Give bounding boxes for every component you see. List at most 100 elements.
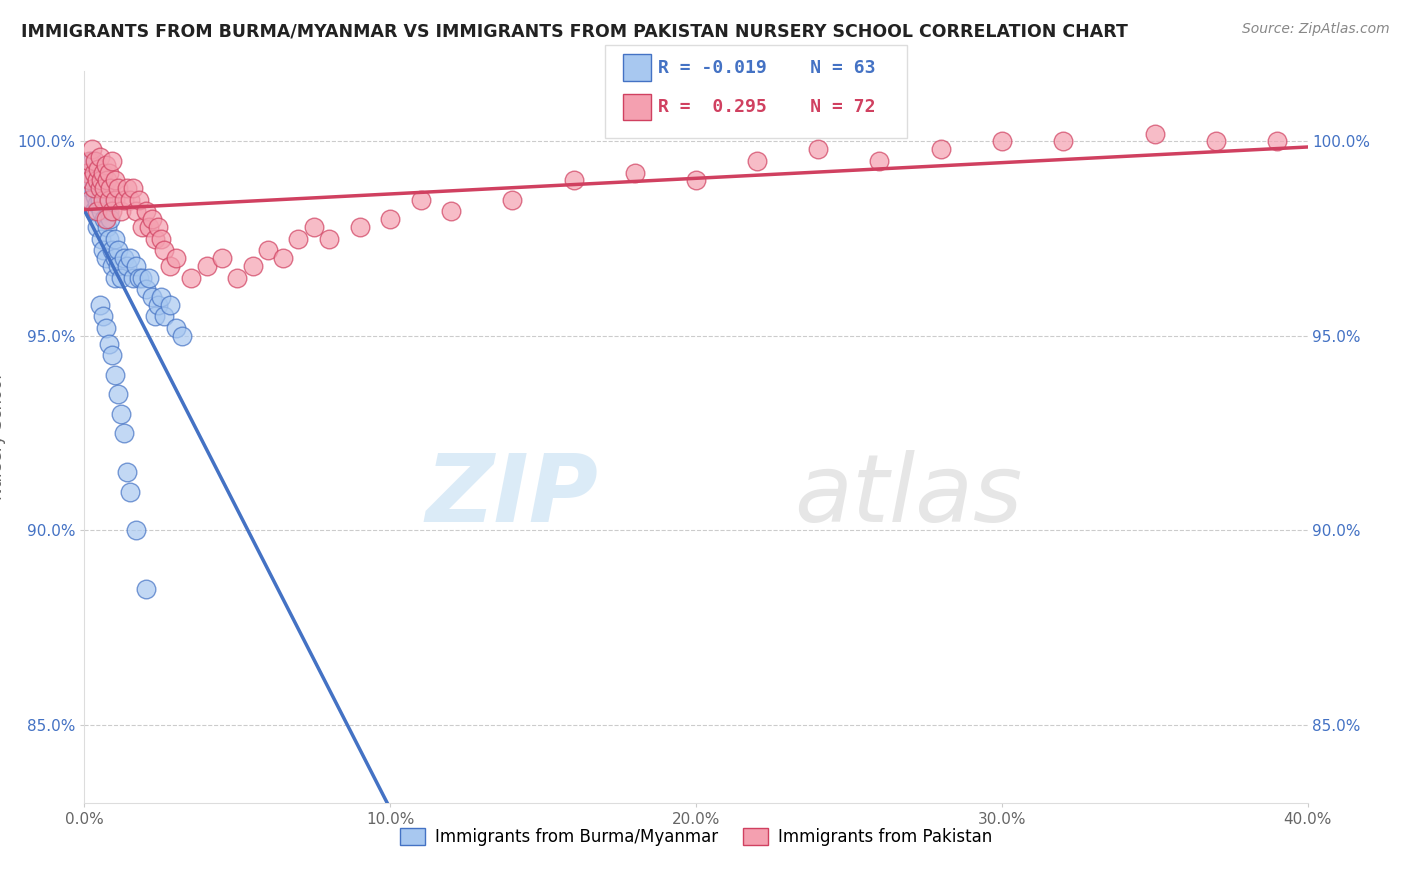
Point <box>89 173 111 187</box>
Point <box>76 165 98 179</box>
Point <box>287 232 309 246</box>
Point <box>120 193 142 207</box>
Point <box>91 165 114 179</box>
Point <box>120 484 142 499</box>
Point <box>159 298 181 312</box>
Point <box>131 219 153 234</box>
Point <box>112 251 135 265</box>
Point <box>1205 135 1227 149</box>
Point <box>195 259 218 273</box>
Point <box>107 259 129 273</box>
Point <box>93 212 115 227</box>
Point <box>110 204 132 219</box>
Point <box>562 173 585 187</box>
Point <box>122 181 145 195</box>
Point <box>101 348 124 362</box>
Point <box>115 465 138 479</box>
Point <box>135 204 157 219</box>
Point <box>83 204 105 219</box>
Point <box>77 173 100 187</box>
Point <box>135 282 157 296</box>
Point <box>131 270 153 285</box>
Point <box>107 181 129 195</box>
Point <box>104 368 127 382</box>
Point <box>98 181 121 195</box>
Point <box>409 193 432 207</box>
Point <box>101 244 124 258</box>
Point <box>94 321 117 335</box>
Y-axis label: Nursery School: Nursery School <box>0 374 6 500</box>
Point <box>143 310 166 324</box>
Point <box>180 270 202 285</box>
Point <box>79 173 101 187</box>
Point <box>86 196 108 211</box>
Point <box>86 204 108 219</box>
Text: IMMIGRANTS FROM BURMA/MYANMAR VS IMMIGRANTS FROM PAKISTAN NURSERY SCHOOL CORRELA: IMMIGRANTS FROM BURMA/MYANMAR VS IMMIGRA… <box>21 22 1128 40</box>
Point <box>84 189 107 203</box>
Point <box>94 251 117 265</box>
Legend: Immigrants from Burma/Myanmar, Immigrants from Pakistan: Immigrants from Burma/Myanmar, Immigrant… <box>394 822 998 853</box>
Point <box>89 298 111 312</box>
Point <box>93 181 115 195</box>
Point <box>149 290 172 304</box>
Point <box>128 270 150 285</box>
Point <box>79 193 101 207</box>
Text: atlas: atlas <box>794 450 1022 541</box>
Point <box>107 244 129 258</box>
Point <box>104 251 127 265</box>
Point <box>83 173 105 187</box>
Point <box>96 173 118 187</box>
Point <box>125 204 148 219</box>
Point <box>87 177 110 191</box>
Point <box>141 290 163 304</box>
Text: ZIP: ZIP <box>425 450 598 541</box>
Point <box>146 298 169 312</box>
Point <box>104 193 127 207</box>
Point <box>302 219 325 234</box>
Point <box>94 193 117 207</box>
Point <box>440 204 463 219</box>
Point <box>80 153 103 168</box>
Point <box>110 407 132 421</box>
Point <box>869 153 891 168</box>
Point <box>1143 127 1166 141</box>
Point <box>104 232 127 246</box>
Point <box>153 244 176 258</box>
Point <box>257 244 280 258</box>
Point <box>84 153 107 168</box>
Point <box>87 161 110 176</box>
Point <box>271 251 294 265</box>
Text: Source: ZipAtlas.com: Source: ZipAtlas.com <box>1241 22 1389 37</box>
Point <box>86 173 108 187</box>
Point <box>84 169 107 184</box>
Point <box>138 270 160 285</box>
Point <box>226 270 249 285</box>
Point <box>502 193 524 207</box>
Point <box>80 142 103 156</box>
Text: R = -0.019    N = 63: R = -0.019 N = 63 <box>658 59 876 77</box>
Point <box>97 165 120 179</box>
Point <box>929 142 952 156</box>
Point <box>747 153 769 168</box>
Point <box>97 193 120 207</box>
Point <box>159 259 181 273</box>
Point <box>101 259 124 273</box>
Point <box>97 204 120 219</box>
Point <box>79 181 101 195</box>
Point <box>143 232 166 246</box>
Point <box>122 270 145 285</box>
Point <box>128 193 150 207</box>
Point <box>79 165 101 179</box>
Point <box>76 193 98 207</box>
Point <box>83 181 105 195</box>
Point <box>89 193 111 207</box>
Point <box>97 336 120 351</box>
Point <box>115 181 138 195</box>
Point <box>97 232 120 246</box>
Point <box>172 329 194 343</box>
Point <box>138 219 160 234</box>
Point <box>104 173 127 187</box>
Point <box>153 310 176 324</box>
Point <box>146 219 169 234</box>
Point <box>112 426 135 441</box>
